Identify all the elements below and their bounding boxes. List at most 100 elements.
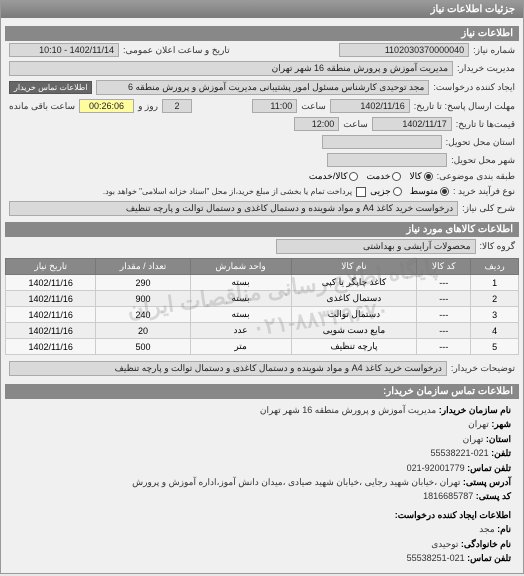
- table-cell: مایع دست شویی: [291, 323, 417, 339]
- table-row[interactable]: 1---کاغذ چاپگر یا کپیبسته2901402/11/16: [6, 275, 519, 291]
- purchase-checkbox[interactable]: [356, 187, 366, 197]
- ptype-radio-group: متوسط جزیی: [370, 186, 449, 197]
- c-org: مدیریت آموزش و پرورش منطقه 16 شهر تهران: [260, 405, 436, 415]
- pkg-opt-2[interactable]: کالا/خدمت: [309, 171, 359, 182]
- table-cell: 3: [471, 307, 519, 323]
- contact-info-button[interactable]: اطلاعات تماس خریدار: [9, 81, 92, 94]
- radio-dot-icon: [392, 172, 401, 181]
- pkg-opt-2-label: کالا/خدمت: [309, 171, 348, 182]
- c-family: توحیدی: [431, 539, 458, 549]
- c-phone: 021-55538221: [431, 448, 489, 458]
- table-cell: بسته: [190, 307, 291, 323]
- c-family-lbl: نام خانوادگی:: [461, 539, 511, 549]
- table-row[interactable]: 5---پارچه تنظیفمتر5001402/11/16: [6, 339, 519, 355]
- section-contact: اطلاعات تماس سازمان خریدار:: [5, 384, 519, 399]
- ptype-opt-0[interactable]: متوسط: [410, 186, 449, 197]
- table-row[interactable]: 3---دستمال توالتبسته2401402/11/16: [6, 307, 519, 323]
- table-container: پایگاه اطلاع رسانی مناقصات ایران ۰۲۱-۸۸۳…: [5, 258, 519, 355]
- c-addr: تهران ،خیابان شهید رجایی ،خیابان شهید صی…: [132, 477, 460, 487]
- section-need-info: اطلاعات نیاز: [5, 26, 519, 41]
- table-cell: 500: [96, 339, 190, 355]
- contact-block: نام سازمان خریدار: مدیریت آموزش و پرورش …: [5, 399, 519, 569]
- lbl-ptype: نوع فرآیند خرید :: [453, 186, 515, 197]
- row-buyer-mgmt: مدیریت خریدار: مدیریت آموزش و پرورش منطق…: [5, 59, 519, 78]
- pkg-radio-group: کالا خدمت کالا/خدمت: [309, 171, 433, 182]
- table-cell: 1402/11/16: [6, 339, 96, 355]
- c-phone-lbl: تلفن:: [491, 448, 511, 458]
- val-buyer-notes: درخواست خرید کاغذ A4 و مواد شوینده و دست…: [9, 361, 447, 376]
- table-header-row: ردیفکد کالانام کالاواحد شمارشتعداد / مقد…: [6, 259, 519, 275]
- val-goods-group: محصولات آرایشی و بهداشتی: [276, 239, 476, 254]
- table-cell: ---: [417, 307, 471, 323]
- row-goods-group: گروه کالا: محصولات آرایشی و بهداشتی: [5, 237, 519, 256]
- table-cell: 1402/11/16: [6, 323, 96, 339]
- c-city-lbl: شهر:: [491, 419, 511, 429]
- c-cphone-lbl: تلفن تماس:: [467, 553, 511, 563]
- c-city: تهران: [468, 419, 489, 429]
- table-cell: دستمال کاغذی: [291, 291, 417, 307]
- lbl-buyer-notes: توضیحات خریدار:: [451, 363, 515, 374]
- pkg-opt-0[interactable]: کالا: [409, 171, 432, 182]
- c-name: مجد: [479, 524, 494, 534]
- table-cell: 1402/11/16: [6, 291, 96, 307]
- lbl-main-desc: شرح کلی نیاز:: [462, 203, 515, 214]
- row-request-no: شماره نیاز: 1102030370000040 تاریخ و ساع…: [5, 41, 519, 59]
- items-table: ردیفکد کالانام کالاواحد شمارشتعداد / مقد…: [5, 258, 519, 355]
- c-prov: تهران: [463, 434, 484, 444]
- table-cell: 2: [471, 291, 519, 307]
- lbl-deadline: مهلت ارسال پاسخ: تا تاریخ:: [414, 101, 515, 112]
- lbl-buyer-mgmt: مدیریت خریدار:: [457, 63, 515, 74]
- ptype-opt-0-label: متوسط: [410, 186, 438, 197]
- val-days-left: 2: [162, 99, 192, 113]
- row-main-desc: شرح کلی نیاز: درخواست خرید کاغذ A4 و موا…: [5, 199, 519, 218]
- table-row[interactable]: 2---دستمال کاغذیبسته9001402/11/16: [6, 291, 519, 307]
- table-cell: بسته: [190, 275, 291, 291]
- table-cell: بسته: [190, 291, 291, 307]
- lbl-goods-group: گروه کالا:: [480, 241, 515, 252]
- table-cell: پارچه تنظیف: [291, 339, 417, 355]
- table-cell: 1: [471, 275, 519, 291]
- table-row[interactable]: 4---مایع دست شوییعدد201402/11/16: [6, 323, 519, 339]
- c-org-lbl: نام سازمان خریدار:: [439, 405, 511, 415]
- c-creator-hdr: اطلاعات ایجاد کننده درخواست:: [395, 510, 511, 520]
- row-city: شهر محل تحویل:: [5, 151, 519, 169]
- table-cell: 240: [96, 307, 190, 323]
- ptype-opt-1-label: جزیی: [370, 186, 391, 197]
- c-prov-lbl: استان:: [486, 434, 511, 444]
- table-cell: ---: [417, 339, 471, 355]
- lbl-validity: قیمت‌ها تا تاریخ:: [456, 119, 515, 130]
- val-city: [327, 153, 447, 167]
- table-cell: متر: [190, 339, 291, 355]
- table-body: 1---کاغذ چاپگر یا کپیبسته2901402/11/162-…: [6, 275, 519, 355]
- table-cell: ---: [417, 275, 471, 291]
- val-request-no: 1102030370000040: [339, 43, 469, 57]
- c-fax-lbl: تلفن تماس:: [467, 463, 511, 473]
- val-validity-time: 12:00: [294, 117, 339, 131]
- val-time-left: 00:26:06: [79, 99, 134, 113]
- purchase-note: پرداخت تمام یا بخشی از مبلغ خرید،از محل …: [103, 187, 352, 196]
- row-pkg: طبقه بندی موضوعی: کالا خدمت کالا/خدمت: [5, 169, 519, 184]
- val-validity-date: 1402/11/17: [372, 117, 452, 131]
- lbl-time-left: ساعت باقی مانده: [9, 101, 75, 112]
- c-cphone: 021-55538251: [407, 553, 465, 563]
- radio-dot-icon: [440, 187, 449, 196]
- table-cell: 20: [96, 323, 190, 339]
- table-header-cell: تعداد / مقدار: [96, 259, 190, 275]
- c-post-lbl: کد پستی:: [476, 491, 511, 501]
- table-header-cell: ردیف: [471, 259, 519, 275]
- val-province: [322, 135, 442, 149]
- row-province: استان محل تحویل:: [5, 133, 519, 151]
- c-addr-lbl: آدرس پستی:: [463, 477, 511, 487]
- table-cell: کاغذ چاپگر یا کپی: [291, 275, 417, 291]
- lbl-city: شهر محل تحویل:: [451, 155, 515, 166]
- table-cell: 900: [96, 291, 190, 307]
- lbl-request-no: شماره نیاز:: [473, 45, 515, 56]
- table-cell: 1402/11/16: [6, 307, 96, 323]
- pkg-opt-1[interactable]: خدمت: [366, 171, 401, 182]
- lbl-hour1: ساعت: [301, 101, 326, 112]
- ptype-opt-1[interactable]: جزیی: [370, 186, 402, 197]
- row-creator: ایجاد کننده درخواست: مجد توحیدی کارشناس …: [5, 78, 519, 97]
- table-cell: ---: [417, 291, 471, 307]
- pkg-opt-0-label: کالا: [409, 171, 421, 182]
- c-post: 1816685787: [423, 491, 473, 501]
